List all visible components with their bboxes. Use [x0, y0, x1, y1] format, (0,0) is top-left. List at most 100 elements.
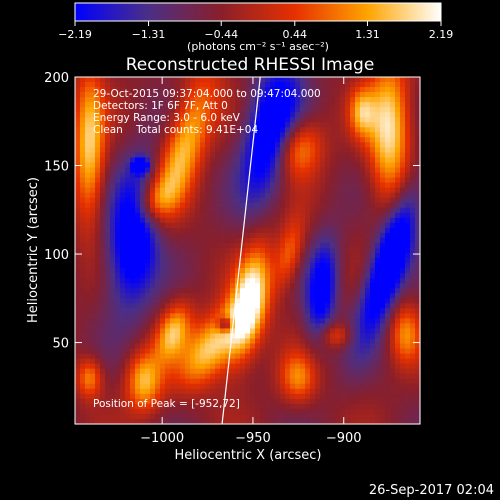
heatmap-cell [315, 383, 321, 390]
heatmap-cell [280, 167, 286, 174]
heatmap-cell [120, 408, 126, 415]
heatmap-cell [395, 207, 401, 214]
heatmap-cell [150, 117, 156, 123]
heatmap-cell [315, 258, 321, 264]
heatmap-cell [350, 212, 356, 219]
heatmap-cell [330, 348, 336, 355]
heatmap-cell [190, 393, 196, 400]
heatmap-cell [340, 408, 346, 415]
heatmap-cell [245, 258, 251, 264]
heatmap-cell [225, 192, 231, 199]
heatmap-cell [210, 323, 216, 330]
heatmap-cell [370, 157, 376, 164]
heatmap-cell [380, 338, 386, 345]
heatmap-cell [220, 393, 226, 400]
heatmap-cell [185, 227, 191, 234]
heatmap-cell [110, 242, 116, 249]
heatmap-cell [200, 303, 206, 309]
heatmap-cell [345, 162, 351, 169]
heatmap-cell [200, 298, 206, 304]
heatmap-cell [390, 383, 396, 390]
heatmap-cell [325, 117, 331, 123]
heatmap-cell [145, 232, 151, 239]
heatmap-cell [365, 147, 371, 154]
heatmap-cell [280, 177, 286, 184]
heatmap-cell [295, 418, 301, 425]
heatmap-cell [325, 152, 331, 159]
heatmap-cell [270, 162, 276, 169]
heatmap-cell [355, 383, 361, 390]
heatmap-cell [135, 227, 141, 234]
heatmap-cell [160, 77, 166, 83]
heatmap-cell [90, 258, 96, 264]
heatmap-cell [150, 157, 156, 164]
heatmap-cell [255, 187, 261, 194]
heatmap-cell [120, 117, 126, 123]
heatmap-cell [300, 353, 306, 360]
heatmap-cell [80, 207, 86, 214]
heatmap-cell [140, 237, 146, 244]
heatmap-cell [280, 92, 286, 98]
heatmap-cell [135, 308, 141, 314]
heatmap-cell [110, 353, 116, 360]
heatmap-cell [185, 82, 191, 88]
heatmap-cell [355, 217, 361, 224]
heatmap-cell [170, 338, 176, 345]
heatmap-cell [180, 152, 186, 159]
heatmap-cell [225, 393, 231, 400]
heatmap-cell [220, 202, 226, 209]
heatmap-cell [405, 393, 411, 400]
heatmap-cell [290, 177, 296, 184]
heatmap-cell [300, 197, 306, 204]
heatmap-cell [270, 288, 276, 294]
heatmap-cell [125, 258, 131, 264]
heatmap-cell [385, 313, 391, 319]
heatmap-cell [320, 202, 326, 209]
heatmap-cell [125, 172, 131, 179]
heatmap-cell [80, 403, 86, 410]
heatmap-cell [255, 162, 261, 169]
heatmap-cell [230, 237, 236, 244]
heatmap-cell [240, 102, 246, 108]
heatmap-cell [345, 192, 351, 199]
heatmap-cell [410, 137, 416, 143]
heatmap-cell [245, 177, 251, 184]
heatmap-cell [140, 373, 146, 380]
heatmap-cell [190, 87, 196, 93]
heatmap-cell [210, 388, 216, 395]
heatmap-cell [195, 388, 201, 395]
heatmap-cell [355, 187, 361, 194]
heatmap-cell [170, 308, 176, 314]
heatmap-cell [90, 142, 96, 149]
heatmap-cell [325, 283, 331, 289]
heatmap-cell [175, 142, 181, 149]
heatmap-cell [310, 368, 316, 375]
heatmap-cell [305, 408, 311, 415]
heatmap-cell [340, 232, 346, 239]
heatmap-cell [280, 107, 286, 113]
heatmap-cell [155, 197, 161, 204]
heatmap-cell [190, 323, 196, 330]
heatmap-cell [300, 308, 306, 314]
heatmap-cell [315, 147, 321, 154]
heatmap-cell [225, 132, 231, 138]
heatmap-cell [85, 157, 91, 164]
heatmap-cell [315, 413, 321, 420]
heatmap-cell [250, 348, 256, 355]
heatmap-cell [85, 283, 91, 289]
heatmap-cell [100, 87, 106, 93]
heatmap-cell [165, 82, 171, 88]
heatmap-cell [175, 207, 181, 214]
heatmap-cell [215, 393, 221, 400]
heatmap-cell [190, 313, 196, 319]
heatmap-cell [160, 413, 166, 420]
heatmap-cell [240, 278, 246, 284]
heatmap-cell [80, 283, 86, 289]
heatmap-cell [320, 333, 326, 340]
heatmap-cell [75, 313, 81, 319]
heatmap-cell [395, 298, 401, 304]
heatmap-cell [175, 202, 181, 209]
heatmap-cell [245, 237, 251, 244]
heatmap-cell [110, 293, 116, 299]
heatmap-cell [215, 242, 221, 249]
